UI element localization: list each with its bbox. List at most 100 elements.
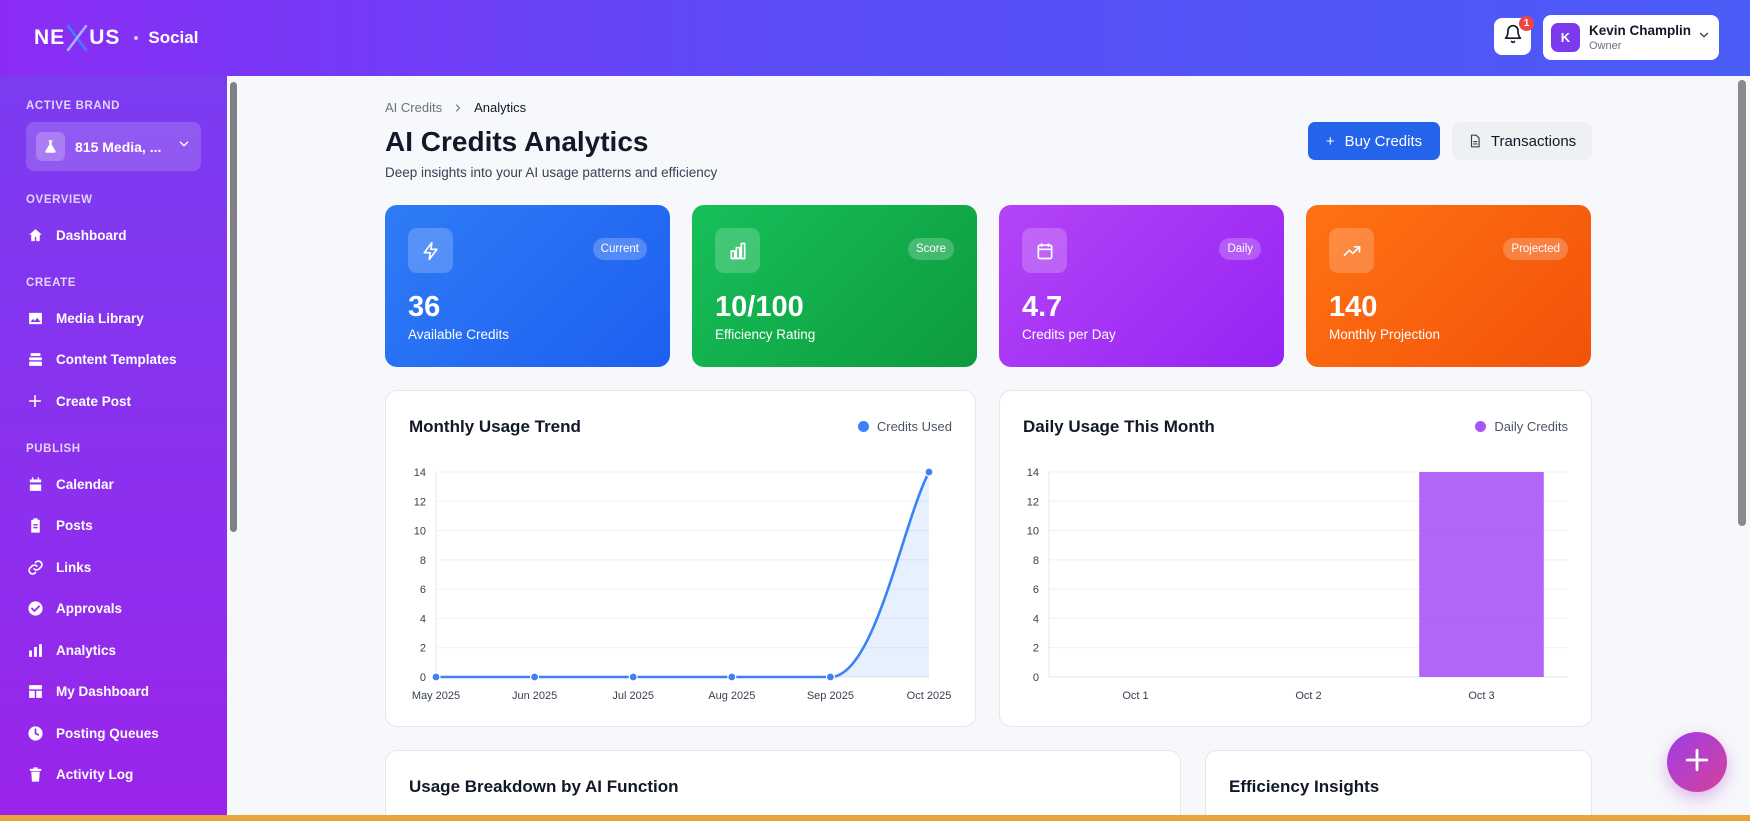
- efficiency-insights-card: Efficiency Insights: [1205, 750, 1592, 821]
- floating-add-button[interactable]: [1667, 732, 1727, 792]
- data-point: [431, 672, 441, 682]
- sidebar-item-create-post[interactable]: Create Post: [26, 386, 201, 416]
- sidebar-item-content-templates[interactable]: Content Templates: [26, 344, 201, 374]
- stat-badge: Daily: [1219, 238, 1261, 260]
- chart-legend[interactable]: Daily Credits: [1475, 419, 1568, 434]
- x-tick-label: Oct 3: [1468, 690, 1494, 702]
- sidebar-item-label: My Dashboard: [56, 683, 150, 699]
- sidebar-item-posting-queues[interactable]: Posting Queues: [26, 718, 201, 748]
- x-tick-label: Oct 2: [1295, 690, 1321, 702]
- section-create: CREATE: [26, 277, 77, 289]
- top-bar: NE US Social 1 K Kevin Champlin Owner: [0, 0, 1750, 76]
- chevron-down-icon: [1697, 28, 1711, 47]
- section-publish: PUBLISH: [26, 443, 81, 455]
- y-tick-label: 10: [1027, 526, 1039, 538]
- sidebar-item-media-library[interactable]: Media Library: [26, 303, 201, 333]
- stat-card-credits-per-day: Daily 4.7 Credits per Day: [999, 205, 1284, 367]
- calendar-icon: [26, 475, 44, 493]
- trash-icon: [26, 765, 44, 783]
- line-chart: 0 2 4 6 8 10 12 14 May 2025 Jun 2025 Jul 2025 Aug 2…: [412, 467, 952, 702]
- bar-chart-icon: [715, 228, 760, 273]
- sidebar-item-label: Links: [56, 559, 92, 575]
- transactions-button[interactable]: Transactions: [1452, 122, 1592, 160]
- buy-credits-button[interactable]: + Buy Credits: [1308, 122, 1440, 160]
- sidebar-item-links[interactable]: Links: [26, 552, 201, 582]
- legend-swatch: [857, 421, 869, 432]
- sidebar-item-label: Analytics: [56, 642, 117, 658]
- y-tick-label: 14: [414, 467, 426, 479]
- series-line: [435, 471, 931, 679]
- stat-value: 10/100: [715, 291, 804, 323]
- stat-label: Efficiency Rating: [715, 327, 816, 342]
- x-tick-label: Sep 2025: [807, 690, 854, 702]
- y-tick-label: 8: [1033, 555, 1039, 567]
- sidebar-item-label: Approvals: [56, 600, 123, 616]
- y-tick-label: 4: [420, 613, 426, 625]
- sidebar-item-activity-log[interactable]: Activity Log: [26, 759, 201, 789]
- plus-icon: [1684, 747, 1710, 778]
- buy-credits-label: Buy Credits: [1344, 132, 1423, 150]
- stat-value: 140: [1329, 291, 1378, 323]
- notification-badge: 1: [1519, 16, 1534, 31]
- sidebar-item-label: Content Templates: [56, 351, 177, 367]
- active-brand-label: ACTIVE BRAND: [26, 100, 121, 112]
- page-subtitle: Deep insights into your AI usage pattern…: [385, 165, 718, 180]
- sidebar-scrollbar[interactable]: [230, 82, 237, 532]
- x-tick-label: Oct 1: [1122, 690, 1148, 702]
- breadcrumb-current: Analytics: [474, 100, 527, 115]
- home-icon: [26, 226, 44, 244]
- document-icon: [1468, 134, 1482, 148]
- plus-icon: [26, 392, 44, 410]
- page-title: AI Credits Analytics: [385, 126, 649, 157]
- x-tick-label: Jun 2025: [512, 690, 557, 702]
- stat-label: Credits per Day: [1022, 327, 1116, 342]
- bar: [1419, 472, 1544, 677]
- y-tick-label: 0: [420, 672, 426, 684]
- chart-title: Daily Usage This Month: [1023, 417, 1215, 436]
- sidebar-item-calendar[interactable]: Calendar: [26, 469, 201, 499]
- brand-selector[interactable]: 815 Media, ...: [26, 122, 201, 171]
- stat-badge: Current: [592, 238, 647, 260]
- chart-legend[interactable]: Credits Used: [857, 419, 952, 434]
- image-icon: [26, 309, 44, 327]
- x-tick-label: Oct 2025: [907, 690, 952, 702]
- sidebar-item-label: Media Library: [56, 310, 144, 326]
- sidebar-item-approvals[interactable]: Approvals: [26, 593, 201, 623]
- usage-breakdown-card: Usage Breakdown by AI Function: [385, 750, 1181, 821]
- chevron-right-icon: [452, 102, 464, 114]
- chevron-down-icon: [177, 137, 191, 156]
- monthly-usage-trend-card: Monthly Usage Trend Credits Used 0 2 4 6 8 10…: [385, 390, 976, 727]
- x-tick-label: Aug 2025: [708, 690, 755, 702]
- lightning-icon: [408, 228, 453, 273]
- data-point: [825, 672, 835, 682]
- breadcrumb: AI Credits Analytics: [385, 100, 526, 115]
- stat-card-efficiency-rating: Score 10/100 Efficiency Rating: [692, 205, 977, 367]
- legend-swatch: [1475, 421, 1487, 432]
- sidebar-item-dashboard[interactable]: Dashboard: [26, 220, 201, 250]
- sidebar-item-analytics[interactable]: Analytics: [26, 635, 201, 665]
- breadcrumb-parent-link[interactable]: AI Credits: [385, 100, 443, 115]
- y-tick-label: 14: [1027, 467, 1039, 479]
- usage-breakdown-title: Usage Breakdown by AI Function: [409, 777, 679, 796]
- sidebar-item-posts[interactable]: Posts: [26, 510, 201, 540]
- clock-icon: [26, 724, 44, 742]
- transactions-label: Transactions: [1490, 132, 1577, 150]
- stat-badge: Projected: [1503, 238, 1568, 260]
- logo-text-right: US: [89, 26, 121, 49]
- stat-card-available-credits: Current 36 Available Credits: [385, 205, 670, 367]
- clipboard-icon: [26, 516, 44, 534]
- calendar-icon: [1022, 228, 1067, 273]
- bottom-strip: [0, 815, 1750, 821]
- user-name: Kevin Champlin: [1589, 23, 1692, 38]
- check-circle-icon: [26, 599, 44, 617]
- nexus-logo[interactable]: NE US Social: [34, 25, 198, 51]
- sidebar-item-label: Dashboard: [56, 227, 127, 243]
- y-tick-label: 2: [420, 643, 426, 655]
- data-point: [530, 672, 540, 682]
- sidebar-item-my-dashboard[interactable]: My Dashboard: [26, 676, 201, 706]
- x-tick-label: Jul 2025: [612, 690, 654, 702]
- y-tick-label: 12: [414, 496, 426, 508]
- main-scrollbar[interactable]: [1738, 80, 1746, 526]
- user-menu-button[interactable]: K Kevin Champlin Owner: [1543, 15, 1719, 60]
- y-tick-label: 6: [420, 584, 426, 596]
